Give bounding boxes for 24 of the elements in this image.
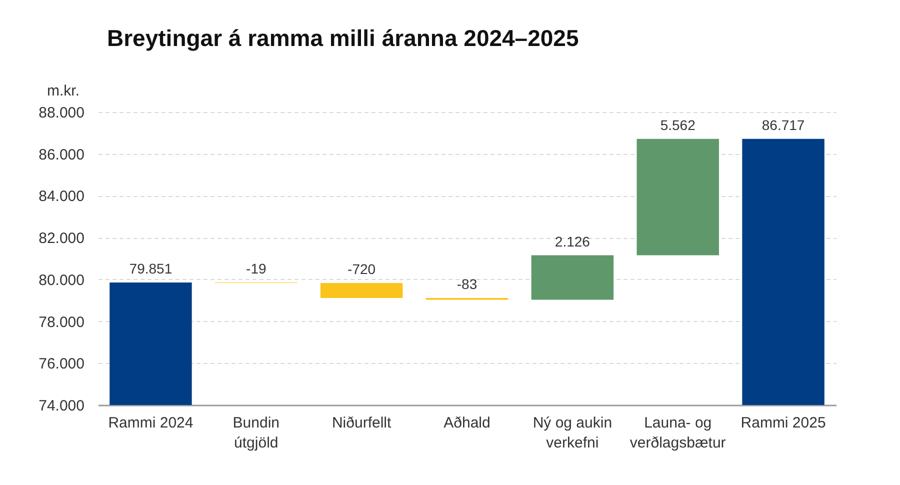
chart-title: Breytingar á ramma milli áranna 2024–2025 — [107, 25, 579, 51]
y-tick-label: 88.000 — [38, 104, 84, 122]
y-tick-label: 84.000 — [38, 188, 84, 206]
x-tick-label: Bundin útgjöld — [232, 414, 280, 452]
x-tick-label: Rammi 2024 — [108, 414, 194, 432]
data-label: 79.851 — [129, 260, 172, 277]
data-label: 2.126 — [554, 233, 590, 250]
y-tick-label: 78.000 — [38, 314, 84, 331]
x-tick-label: Aðhald — [444, 414, 490, 432]
x-tick-label: Niðurfellt — [332, 414, 392, 432]
data-label: 86.717 — [762, 116, 805, 133]
x-tick-label: Ný og aukin verkefni — [532, 414, 612, 452]
y-tick-label: 80.000 — [38, 272, 84, 289]
data-label: 5.562 — [660, 116, 696, 133]
x-tick-label: Rammi 2025 — [740, 414, 826, 432]
data-label: -83 — [456, 276, 478, 292]
y-tick-label: 76.000 — [38, 356, 84, 373]
y-axis-title: m.kr. — [47, 82, 80, 100]
data-label: -19 — [246, 260, 266, 277]
y-tick-label: 74.000 — [38, 398, 84, 414]
x-tick-label: Launa- og verðlagsbætur — [630, 414, 726, 452]
y-tick-label: 86.000 — [38, 146, 84, 164]
data-label: -720 — [348, 260, 376, 277]
y-tick-label: 82.000 — [38, 230, 84, 248]
